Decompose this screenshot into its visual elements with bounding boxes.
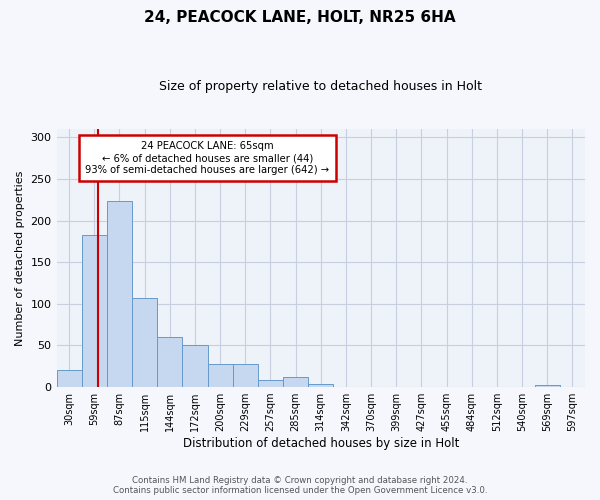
Bar <box>233 364 258 387</box>
Bar <box>535 384 560 387</box>
Bar <box>107 200 132 387</box>
Bar <box>208 364 233 387</box>
Text: 24, PEACOCK LANE, HOLT, NR25 6HA: 24, PEACOCK LANE, HOLT, NR25 6HA <box>144 10 456 25</box>
Bar <box>132 298 157 387</box>
Bar <box>283 377 308 387</box>
X-axis label: Distribution of detached houses by size in Holt: Distribution of detached houses by size … <box>182 437 459 450</box>
Text: 24 PEACOCK LANE: 65sqm
← 6% of detached houses are smaller (44)
93% of semi-deta: 24 PEACOCK LANE: 65sqm ← 6% of detached … <box>85 142 329 174</box>
Bar <box>56 370 82 387</box>
Bar <box>82 234 107 387</box>
Bar <box>258 380 283 387</box>
Y-axis label: Number of detached properties: Number of detached properties <box>15 170 25 346</box>
Bar <box>308 384 334 387</box>
Bar <box>182 346 208 387</box>
Text: Contains HM Land Registry data © Crown copyright and database right 2024.
Contai: Contains HM Land Registry data © Crown c… <box>113 476 487 495</box>
Title: Size of property relative to detached houses in Holt: Size of property relative to detached ho… <box>159 80 482 93</box>
Bar <box>157 337 182 387</box>
